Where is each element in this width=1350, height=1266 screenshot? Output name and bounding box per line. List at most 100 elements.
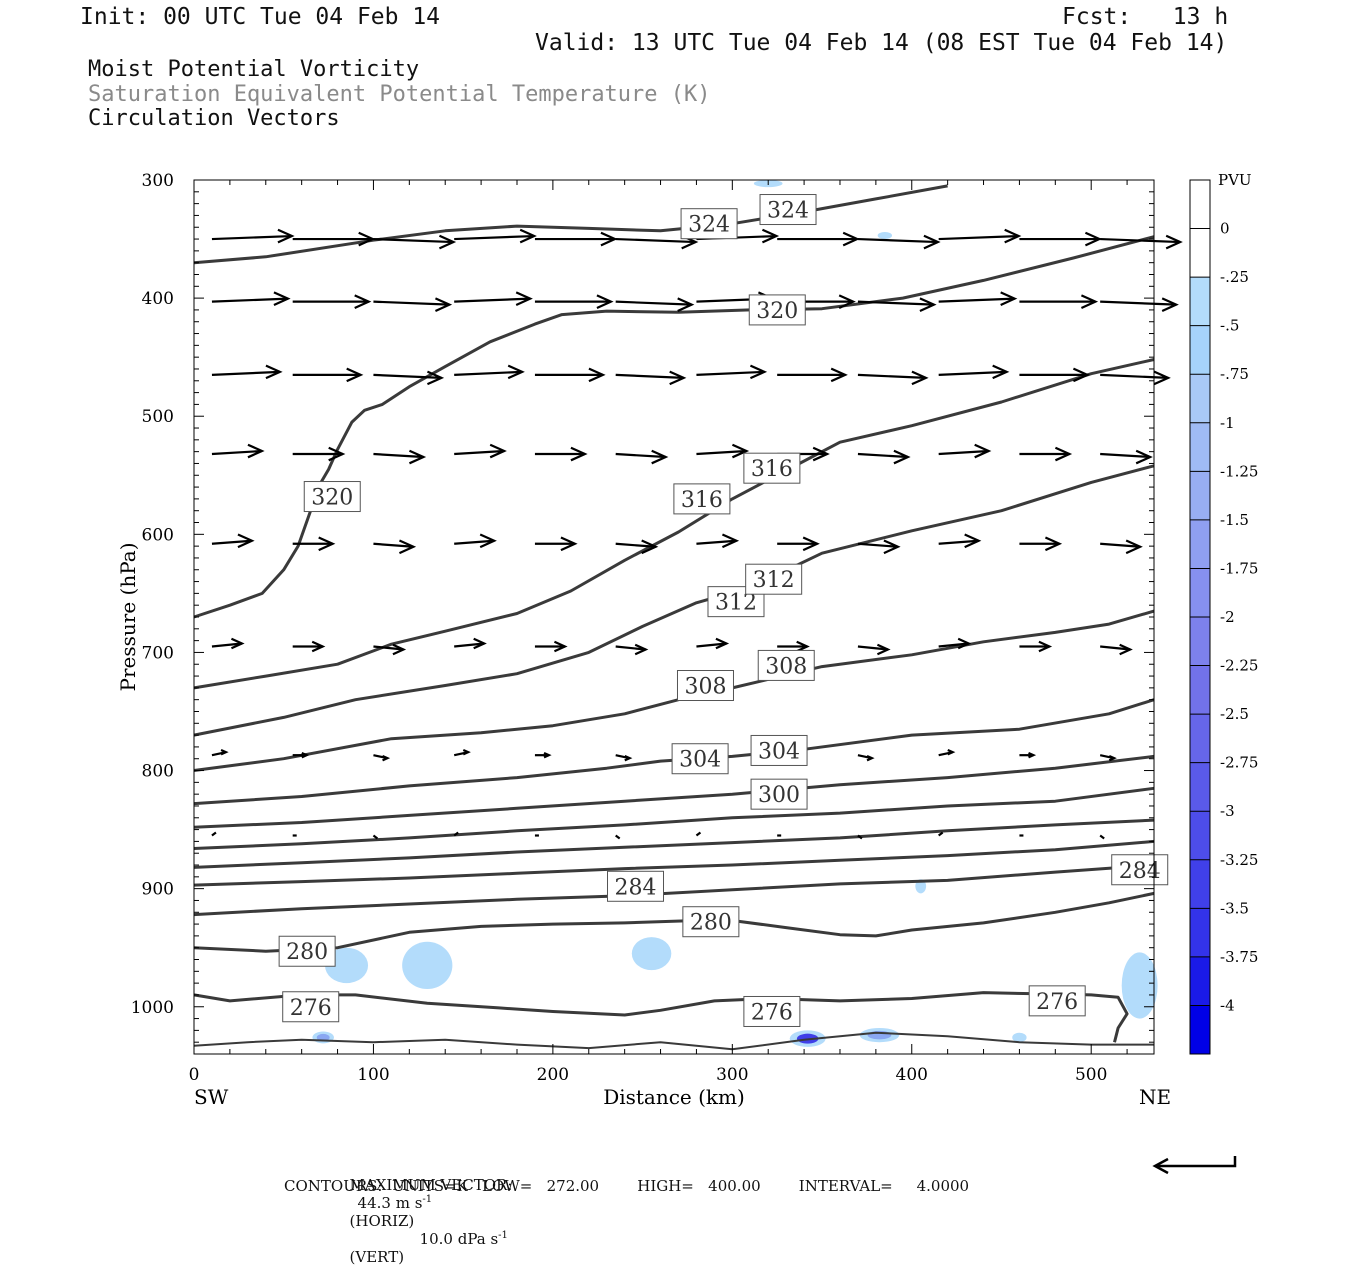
vector-4-9 bbox=[938, 539, 979, 545]
contour-292 bbox=[193, 818, 1155, 869]
contour-label-320-1: 320 bbox=[756, 299, 798, 324]
contour-label-316-1: 316 bbox=[751, 457, 793, 482]
y-tick-label-700: 700 bbox=[142, 643, 174, 663]
y-tick-label-1000: 1000 bbox=[131, 998, 174, 1018]
colorbar-seg-13 bbox=[1190, 811, 1210, 861]
vector-head-4-1 bbox=[318, 536, 336, 552]
pv-patch-core-3 bbox=[796, 1033, 819, 1044]
contour-label-box-316-1 bbox=[743, 452, 801, 484]
colorbar-seg-1 bbox=[1190, 228, 1210, 278]
reference-vector-arrow bbox=[1152, 1156, 1237, 1175]
vector-head-5-10 bbox=[1038, 640, 1053, 653]
contour-272 bbox=[193, 1031, 1154, 1051]
vector-6-5 bbox=[615, 754, 630, 760]
vector-head-1-2 bbox=[434, 297, 453, 312]
init-time: Init: 00 UTC Tue 04 Feb 14 bbox=[80, 4, 441, 30]
vector-1-9 bbox=[938, 297, 1015, 303]
vector-3-5 bbox=[615, 452, 666, 459]
vector-0-2 bbox=[373, 237, 454, 244]
colorbar-label-16: -4 bbox=[1220, 996, 1235, 1014]
vector-1-0 bbox=[211, 297, 288, 303]
contour-308 bbox=[193, 609, 1155, 772]
vector-7-3 bbox=[453, 831, 459, 837]
contours-info: CONTOURS: UNITS=K LOW= 272.00 HIGH= 400.… bbox=[284, 1177, 970, 1195]
vector-head-2-2 bbox=[426, 370, 445, 386]
vector-head-0-1 bbox=[358, 231, 376, 247]
colorbar-label-10: -2.5 bbox=[1220, 705, 1249, 723]
vector-head-5-11 bbox=[1119, 643, 1133, 656]
colorbar-label-7: -1.75 bbox=[1220, 559, 1258, 577]
contour-label-312-0: 312 bbox=[715, 591, 757, 616]
vector-4-0 bbox=[211, 539, 253, 545]
contour-316 bbox=[193, 358, 1155, 690]
vector-head-6-8 bbox=[866, 754, 875, 762]
contour-label-box-280-0 bbox=[278, 935, 336, 967]
contour-label-276-2: 276 bbox=[1036, 990, 1078, 1015]
pv-patch-6 bbox=[1012, 1032, 1027, 1043]
vector-1-11 bbox=[1100, 300, 1177, 306]
colorbar-label-15: -3.75 bbox=[1220, 948, 1258, 966]
contour-label-box-308-1 bbox=[757, 649, 815, 681]
vector-2-11 bbox=[1100, 373, 1169, 379]
vector-head-3-5 bbox=[651, 449, 669, 465]
vector-head-3-1 bbox=[328, 446, 346, 462]
x-tick-label-300: 300 bbox=[716, 1065, 748, 1085]
colorbar-label-0: 0 bbox=[1220, 220, 1230, 238]
vector-head-2-8 bbox=[911, 370, 929, 386]
vector-head-4-11 bbox=[1125, 539, 1143, 555]
vector-6-11 bbox=[1099, 754, 1115, 760]
pv-patch-10 bbox=[877, 231, 893, 240]
vector-4-2 bbox=[373, 542, 414, 548]
vector-head-5-9 bbox=[957, 637, 972, 650]
vector-head-5-0 bbox=[230, 637, 245, 650]
pv-patch-core-7 bbox=[316, 1033, 330, 1042]
x-axis-title: Distance (km) bbox=[603, 1085, 745, 1109]
pv-patch-0 bbox=[324, 947, 369, 984]
vector-5-11 bbox=[1100, 645, 1131, 651]
vector-7-5 bbox=[615, 834, 621, 840]
vector-3-8 bbox=[857, 452, 908, 459]
contour-label-box-312-1 bbox=[745, 563, 803, 595]
vector-head-4-4 bbox=[560, 536, 578, 552]
pv-patch-3 bbox=[789, 1030, 826, 1047]
colorbar-label-12: -3 bbox=[1220, 802, 1235, 820]
vector-head-4-10 bbox=[1044, 536, 1063, 552]
vector-head-4-5 bbox=[641, 539, 659, 555]
y-tick-label-500: 500 bbox=[142, 407, 174, 427]
vector-0-5 bbox=[615, 237, 696, 244]
vector-1-2 bbox=[373, 300, 450, 306]
vector-head-0-6 bbox=[761, 228, 780, 244]
colorbar-label-11: -2.75 bbox=[1220, 754, 1258, 772]
colorbar: 0 -.25 -.5 -.75 -1 -1.25 -1.5 -1.75 -2 -2.25 -2.5 -… bbox=[1189, 179, 1258, 1055]
vector-5-9 bbox=[938, 642, 969, 648]
contour-280 bbox=[193, 891, 1155, 953]
vector-1-6 bbox=[696, 297, 773, 303]
vector-7-9 bbox=[938, 831, 944, 837]
vector-head-4-3 bbox=[479, 533, 497, 549]
contour-label-box-284-0 bbox=[607, 870, 665, 902]
contour-label-324-0: 324 bbox=[688, 213, 730, 238]
vector-head-3-4 bbox=[570, 446, 588, 462]
contour-label-box-320-0 bbox=[303, 481, 361, 513]
vector-head-2-9 bbox=[992, 364, 1010, 380]
colorbar-label-9: -2.25 bbox=[1220, 657, 1258, 675]
vector-head-6-9 bbox=[947, 748, 956, 756]
vector-head-0-7 bbox=[842, 231, 860, 247]
contour-300 bbox=[193, 754, 1155, 829]
contour-296 bbox=[193, 786, 1155, 850]
vector-head-5-7 bbox=[796, 640, 810, 653]
max-vector-label: MAXIMUM VECTOR: bbox=[349, 1176, 513, 1194]
vector-7-11 bbox=[1099, 834, 1105, 840]
vector-head-5-6 bbox=[715, 637, 730, 650]
vector-3-9 bbox=[938, 449, 989, 456]
vector-head-2-7 bbox=[830, 367, 848, 383]
vector-head-4-8 bbox=[883, 539, 901, 555]
contour-label-316-0: 316 bbox=[681, 488, 723, 513]
colorbar-seg-11 bbox=[1190, 714, 1210, 764]
vector-head-1-3 bbox=[515, 291, 533, 306]
vector-head-0-4 bbox=[600, 231, 618, 247]
contour-324 bbox=[193, 184, 948, 265]
contour-label-box-312-0 bbox=[707, 586, 765, 618]
pv-patch-8 bbox=[915, 879, 927, 894]
